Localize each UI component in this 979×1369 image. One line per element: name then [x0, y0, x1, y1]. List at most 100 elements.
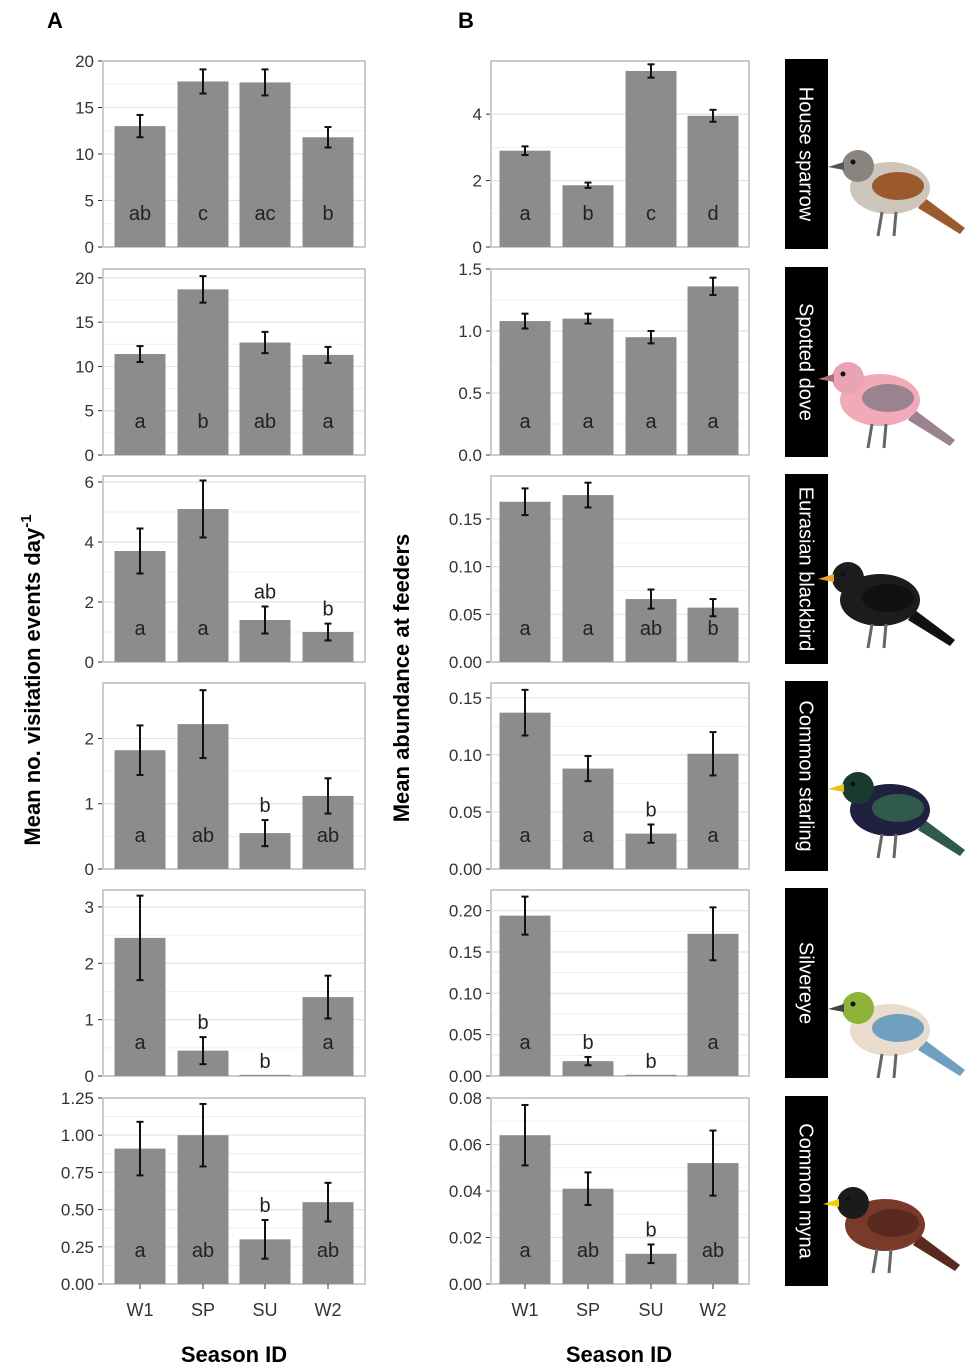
panel-b-silvereye: 0.00 0.05 0.10 0.15 0.20 a b b a [449, 889, 750, 1086]
bird-wing [872, 1014, 924, 1042]
bar [562, 768, 614, 869]
panel-frame [490, 268, 750, 456]
panel-frame [490, 60, 750, 248]
y-tick-label: 0 [473, 238, 482, 257]
x-tick-label: W2 [700, 1300, 727, 1320]
bird-beak [823, 1199, 839, 1207]
y-tick-label: 0.15 [449, 689, 482, 708]
y-axis-title-left-superscript: -1 [18, 514, 35, 527]
bird-tail [918, 820, 965, 856]
significance-letter: a [322, 1032, 334, 1054]
y-tick-label: 4 [85, 533, 94, 552]
significance-letter: b [322, 599, 333, 621]
significance-letter: b [322, 203, 333, 225]
y-tick-label: 0.5 [458, 384, 482, 403]
significance-letter: a [197, 618, 209, 640]
strip-background [785, 681, 828, 871]
panel-label-a: A [47, 8, 63, 33]
y-axis-title-left-main: Mean no. visitation events day [20, 527, 45, 846]
significance-letter: a [134, 411, 146, 433]
y-tick-label: 2 [85, 593, 94, 612]
y-tick-label: 0.20 [449, 902, 482, 921]
y-tick-label: 5 [85, 192, 94, 211]
y-tick-label: 0.00 [449, 1067, 482, 1086]
panel-a-house-sparrow: 0 5 10 15 20 ab c ac b [75, 52, 366, 257]
significance-letter: b [707, 618, 718, 640]
bird-eye [840, 371, 846, 377]
bird-eye [850, 781, 856, 787]
bird-eye [850, 1001, 856, 1007]
significance-letter: a [134, 1032, 146, 1054]
x-tick-label: SP [191, 1300, 215, 1320]
bar [562, 1061, 614, 1076]
bird-beak [818, 374, 834, 382]
bird-leg [876, 833, 884, 859]
panel-frame [102, 889, 366, 1077]
y-tick-label: 6 [85, 473, 94, 492]
y-tick-label: 10 [75, 145, 94, 164]
bar [239, 342, 291, 455]
significance-letter: a [582, 618, 594, 640]
bird-beak [828, 784, 844, 792]
panel-a-eurasian-blackbird: 0 2 4 6 a a ab b [85, 473, 366, 672]
y-tick-label: 0.10 [449, 984, 482, 1003]
y-tick-label: 0.00 [449, 860, 482, 879]
y-tick-label: 0 [85, 653, 94, 672]
strip-background [785, 1096, 828, 1286]
species-label: Eurasian blackbird [795, 487, 817, 652]
significance-letter: a [582, 825, 594, 847]
significance-letter: ab [192, 1240, 214, 1262]
significance-letter: b [197, 411, 208, 433]
y-tick-label: 0.04 [449, 1182, 482, 1201]
x-tick-label: SU [638, 1300, 663, 1320]
bar [114, 354, 166, 455]
significance-letter: a [519, 618, 531, 640]
bird-wing [862, 384, 914, 412]
y-tick-label: 0.25 [61, 1238, 94, 1257]
panel-a-common-starling: 0 1 2 a ab b ab [85, 682, 366, 879]
panel-frame [490, 889, 750, 1077]
bar [625, 70, 677, 247]
bar [687, 115, 739, 247]
panel-b-common-starling: 0.00 0.05 0.10 0.15 a a b a [449, 682, 750, 879]
species-strip-spotted-dove: Spotted dove [785, 267, 828, 457]
y-tick-label: 0.0 [458, 446, 482, 465]
species-strips: House sparrow Spotted dove Eurasian blackb… [785, 59, 828, 1286]
bird-tail [908, 410, 955, 446]
significance-letter: a [134, 825, 146, 847]
species-label: Spotted dove [795, 303, 817, 421]
significance-letter: b [582, 203, 593, 225]
bar [499, 321, 551, 455]
panel-frame [102, 60, 366, 248]
eurasian-blackbird-illustration [818, 562, 955, 649]
strip-background [785, 888, 828, 1078]
significance-letter: ac [254, 203, 275, 225]
significance-letter: b [645, 799, 656, 821]
bird-wing [862, 584, 914, 612]
panel-frame [490, 682, 750, 870]
strip-background [785, 267, 828, 457]
significance-letter: a [707, 825, 719, 847]
bird-tail [918, 1040, 965, 1076]
significance-letter: a [134, 618, 146, 640]
bird-head [837, 1187, 869, 1219]
bar [239, 82, 291, 247]
y-axis-title-left: Mean no. visitation events day-1 [18, 514, 45, 845]
significance-letter: b [582, 1032, 593, 1054]
significance-letter: ab [317, 1240, 339, 1262]
significance-letter: a [519, 825, 531, 847]
panel-b-common-myna: 0.00 0.02 0.04 0.06 0.08 a ab b ab W1 SP SU W2 [449, 1089, 750, 1320]
x-axis-title-left: Season ID [181, 1342, 287, 1367]
panel-b-eurasian-blackbird: 0.00 0.05 0.10 0.15 a a ab b [449, 475, 750, 672]
significance-letter: a [322, 411, 334, 433]
y-tick-label: 2 [85, 729, 94, 748]
bar [499, 150, 551, 247]
bird-wing [872, 172, 924, 200]
significance-letter: b [645, 1051, 656, 1073]
bird-leg [866, 423, 874, 449]
bird-head [842, 772, 874, 804]
significance-letter: a [134, 1240, 146, 1262]
species-strip-silvereye: Silvereye [785, 888, 828, 1078]
bar [114, 126, 166, 247]
